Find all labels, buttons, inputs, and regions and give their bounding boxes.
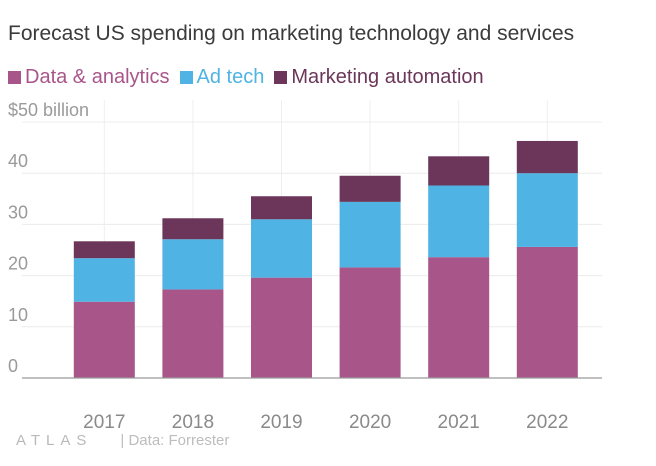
bar-segment-marketing-automation [162,218,224,240]
legend-swatch-marketing-automation [274,71,288,84]
bar-segment-data-analytics [339,267,401,378]
bar-segment-data-analytics [428,257,490,378]
bar-segment-data-analytics [162,289,224,378]
legend-swatch-ad-tech [179,71,193,84]
bar-segment-ad-tech [516,173,578,247]
legend-label-marketing-automation: Marketing automation [291,66,484,88]
bar-segment-data-analytics [516,246,578,378]
legend: Data & analytics Ad tech Marketing autom… [8,66,494,89]
bar-segment-marketing-automation [516,140,578,174]
x-tick-label: 2022 [526,412,568,433]
x-tick-label: 2021 [438,412,480,433]
x-tick-label: 2017 [83,412,125,433]
legend-swatch-data-analytics [8,71,21,84]
y-tick-label: 30 [8,202,28,222]
bar-segment-ad-tech [251,219,312,278]
bar-segment-data-analytics [251,277,312,378]
bar-segment-data-analytics [73,301,135,378]
bar-segment-marketing-automation [428,156,490,186]
y-tick-label: 0 [8,356,18,376]
chart-title: Forecast US spending on marketing techno… [8,22,575,45]
legend-label-data-analytics: Data & analytics [25,66,170,88]
y-tick-label: 20 [8,254,28,274]
data-source: | Data: Forrester [120,432,230,449]
legend-item-ad-tech: Ad tech [179,66,265,89]
x-tick-label: 2020 [349,412,391,433]
bar-segment-ad-tech [339,201,401,268]
y-tick-label: 10 [8,305,28,325]
footer: ATLAS | Data: Forrester [16,432,229,449]
y-tick-label: 40 [8,151,28,171]
legend-item-marketing-automation: Marketing automation [274,66,484,89]
bar-segment-ad-tech [73,258,135,302]
bar-segment-marketing-automation [251,196,312,220]
atlas-logo: ATLAS [16,432,93,449]
bar-segment-ad-tech [428,185,490,258]
y-tick-label: $50 billion [8,100,89,120]
bar-segment-marketing-automation [339,175,401,202]
x-tick-label: 2019 [260,412,302,433]
x-tick-label: 2018 [172,412,214,433]
bar-segment-ad-tech [162,239,224,290]
legend-item-data-analytics: Data & analytics [8,66,170,89]
bar-segment-marketing-automation [73,241,135,259]
legend-label-ad-tech: Ad tech [196,66,265,88]
